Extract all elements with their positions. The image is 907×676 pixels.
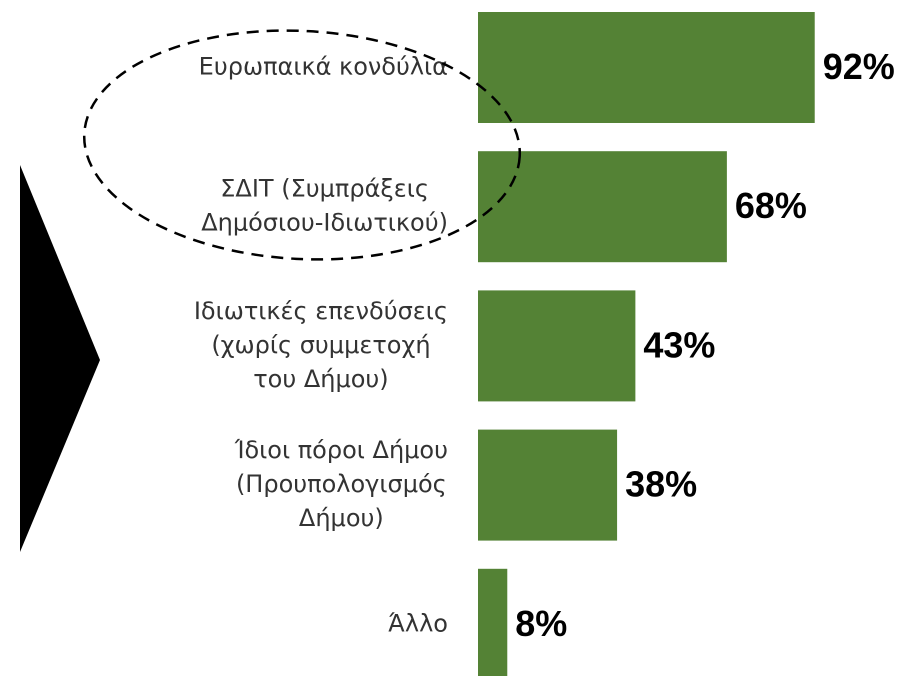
- highlight-ellipse: [82, 29, 522, 261]
- category-label: Ίδιοι πόροι Δήμου (Προυπολογισμός Δήμου): [234, 436, 448, 532]
- bar: [478, 151, 727, 263]
- category-label: ΣΔΙΤ (Συμπράξεις Δημόσιου-Ιδιωτικού): [201, 175, 448, 237]
- category-label: Ευρωπαικά κονδύλια: [199, 53, 448, 81]
- value-label: 38%: [625, 464, 697, 505]
- category-line: Άλλο: [388, 609, 448, 637]
- category-label: Ιδιωτικές επενδύσεις (χωρίς συμμετοχή του …: [194, 297, 448, 393]
- category-label: Άλλο: [388, 609, 448, 637]
- category-line: Δημόσιου-Ιδιωτικού): [201, 209, 448, 237]
- value-label: 92%: [823, 46, 895, 87]
- bar: [478, 429, 618, 541]
- value-label: 68%: [735, 185, 807, 226]
- category-line: (Προυπολογισμός: [236, 470, 447, 498]
- value-label: 8%: [515, 603, 567, 644]
- category-line: Ευρωπαικά κονδύλια: [199, 53, 448, 81]
- bar: [478, 568, 508, 676]
- bar: [478, 290, 636, 402]
- category-line: Δήμου): [299, 504, 384, 532]
- category-line: του Δήμου): [253, 365, 388, 393]
- value-label: 43%: [643, 324, 715, 365]
- category-line: Ίδιοι πόροι Δήμου: [234, 436, 448, 464]
- category-line: ΣΔΙΤ (Συμπράξεις: [220, 175, 429, 203]
- category-line: (χωρίς συμμετοχή: [211, 331, 430, 359]
- arrow-shape: [20, 165, 100, 552]
- category-line: Ιδιωτικές επενδύσεις: [194, 297, 448, 325]
- bar: [478, 12, 815, 123]
